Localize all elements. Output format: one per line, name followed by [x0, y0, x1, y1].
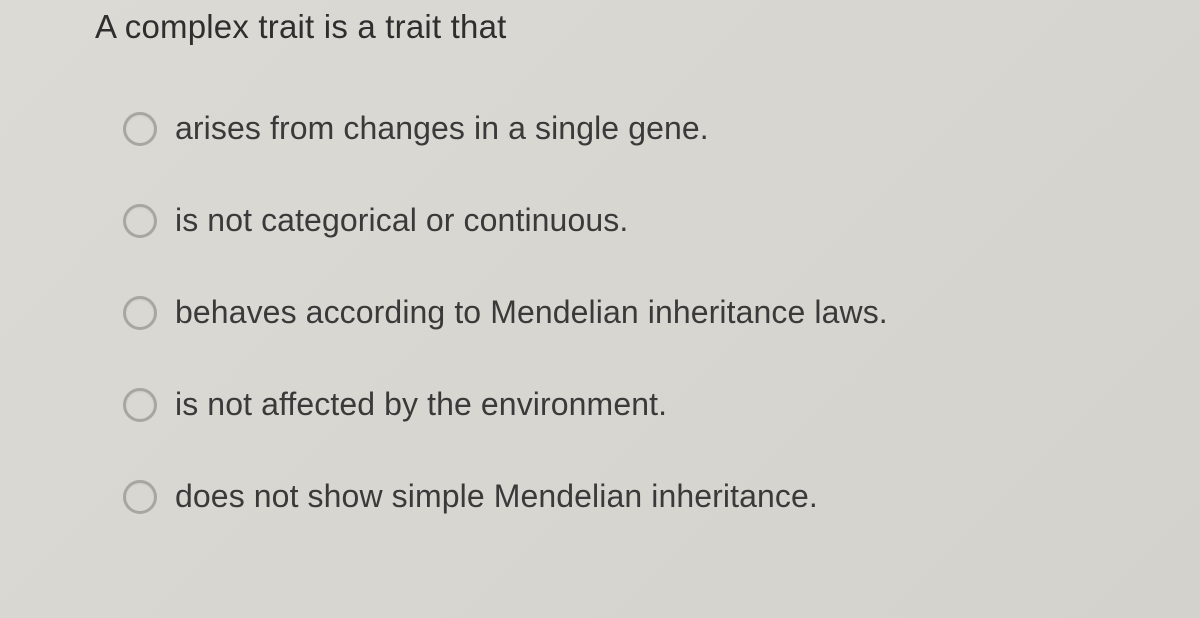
option-label: is not categorical or continuous.: [175, 202, 628, 239]
radio-icon[interactable]: [123, 296, 157, 330]
option-label: behaves according to Mendelian inheritan…: [175, 294, 888, 331]
option-item-3[interactable]: is not affected by the environment.: [123, 386, 1120, 423]
options-list: arises from changes in a single gene. is…: [95, 110, 1120, 515]
radio-icon[interactable]: [123, 388, 157, 422]
option-item-0[interactable]: arises from changes in a single gene.: [123, 110, 1120, 147]
option-item-2[interactable]: behaves according to Mendelian inheritan…: [123, 294, 1120, 331]
radio-icon[interactable]: [123, 204, 157, 238]
option-label: is not affected by the environment.: [175, 386, 667, 423]
option-label: arises from changes in a single gene.: [175, 110, 709, 147]
radio-icon[interactable]: [123, 480, 157, 514]
option-item-4[interactable]: does not show simple Mendelian inheritan…: [123, 478, 1120, 515]
question-container: A complex trait is a trait that arises f…: [95, 8, 1120, 515]
option-item-1[interactable]: is not categorical or continuous.: [123, 202, 1120, 239]
radio-icon[interactable]: [123, 112, 157, 146]
option-label: does not show simple Mendelian inheritan…: [175, 478, 818, 515]
question-text: A complex trait is a trait that: [95, 8, 1120, 46]
